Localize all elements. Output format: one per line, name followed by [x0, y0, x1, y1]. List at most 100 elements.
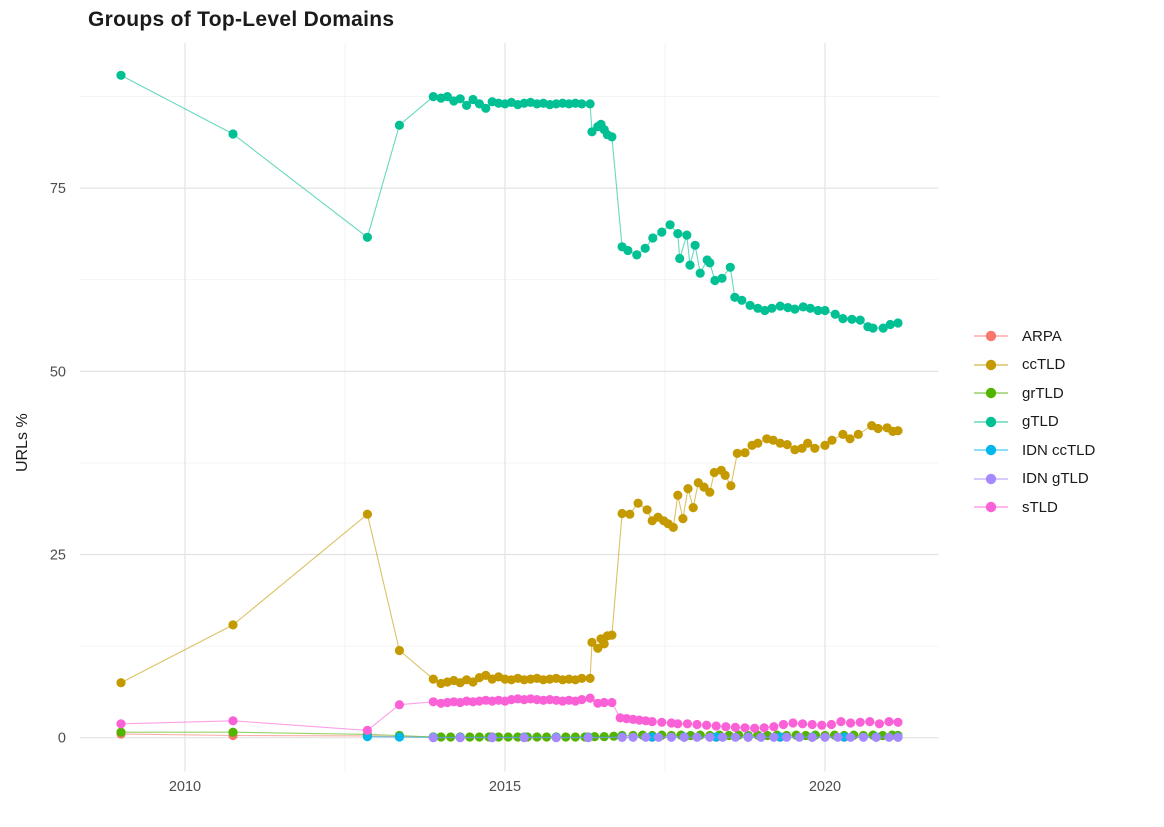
series-ccTLD	[116, 421, 903, 689]
data-point	[745, 300, 755, 310]
data-point	[362, 725, 372, 736]
data-point	[743, 732, 753, 742]
data-point	[394, 700, 404, 710]
data-point	[683, 484, 693, 494]
legend-label-IDN-gTLD: IDN gTLD	[1022, 470, 1089, 488]
data-point	[865, 717, 875, 727]
data-point	[820, 732, 830, 742]
data-point	[692, 732, 702, 742]
data-point	[628, 732, 638, 742]
data-point	[585, 693, 595, 703]
data-point	[737, 295, 747, 305]
data-point	[803, 438, 813, 448]
data-point	[682, 719, 693, 729]
data-point	[394, 732, 404, 742]
data-point	[474, 99, 484, 109]
data-point	[813, 305, 823, 316]
data-point	[599, 732, 609, 742]
data-point	[705, 258, 715, 268]
data-point	[709, 467, 719, 478]
data-point	[455, 733, 465, 743]
data-point	[362, 232, 372, 242]
data-point	[673, 490, 683, 500]
data-point	[685, 260, 695, 270]
data-point	[782, 440, 792, 450]
legend-label-sTLD: sTLD	[1022, 498, 1058, 516]
data-point	[640, 243, 650, 253]
data-point	[632, 250, 642, 260]
legend-label-gTLD: gTLD	[1022, 413, 1059, 431]
data-point	[642, 505, 652, 515]
data-point	[116, 70, 126, 80]
data-point	[732, 448, 742, 458]
data-point	[873, 423, 883, 434]
data-point	[893, 717, 903, 727]
data-point	[228, 727, 238, 737]
data-point	[893, 318, 903, 328]
data-point	[705, 487, 715, 497]
data-point	[730, 722, 741, 733]
data-point	[394, 120, 404, 130]
data-point	[720, 470, 730, 480]
data-point	[682, 230, 692, 240]
data-point	[810, 443, 820, 453]
data-point	[675, 253, 685, 264]
data-point	[847, 314, 857, 324]
data-point	[551, 733, 561, 743]
legend-key-ccTLD	[974, 359, 1008, 370]
data-point	[868, 323, 878, 333]
data-point	[817, 720, 827, 730]
data-point	[836, 717, 846, 727]
data-point	[769, 732, 779, 742]
data-point	[673, 229, 683, 239]
data-point	[790, 445, 800, 455]
data-point	[673, 719, 683, 729]
x-tick-label: 2010	[169, 779, 201, 795]
data-point	[807, 719, 817, 730]
data-point	[798, 719, 808, 729]
data-point	[846, 718, 856, 728]
data-point	[855, 315, 865, 325]
data-point	[607, 697, 617, 708]
data-point	[878, 323, 888, 333]
data-point	[783, 303, 793, 313]
data-point	[884, 717, 894, 727]
data-point	[428, 92, 438, 102]
data-point	[116, 727, 126, 737]
data-point	[609, 731, 619, 741]
legend-label-ARPA: ARPA	[1022, 327, 1062, 345]
data-point	[778, 719, 789, 730]
series-line-gTLD	[120, 74, 899, 329]
data-point	[730, 732, 741, 742]
data-point	[885, 319, 895, 330]
data-point	[623, 245, 633, 256]
data-point	[846, 732, 856, 742]
data-point	[455, 94, 465, 104]
data-point	[468, 677, 478, 687]
data-point	[874, 719, 885, 729]
data-point	[775, 301, 785, 311]
data-point	[782, 732, 792, 742]
data-point	[690, 240, 700, 250]
data-point	[647, 717, 657, 727]
legend-label-ccTLD: ccTLD	[1022, 356, 1066, 374]
data-point	[428, 674, 438, 684]
data-point	[692, 719, 702, 730]
series-gTLD	[116, 70, 903, 333]
data-point	[768, 435, 778, 445]
data-point	[820, 440, 830, 450]
data-point	[577, 673, 587, 684]
data-point	[599, 697, 609, 708]
data-point	[753, 303, 763, 313]
data-point	[798, 302, 808, 312]
legend-item-gTLD: gTLD	[972, 408, 1095, 437]
x-tick-label: 2015	[489, 779, 521, 795]
data-point	[721, 722, 731, 732]
data-point	[750, 723, 760, 733]
legend-key-grTLD	[974, 388, 1008, 399]
data-point	[641, 732, 651, 742]
y-tick-label: 50	[50, 364, 66, 380]
data-point	[711, 721, 721, 731]
data-point	[654, 732, 664, 742]
data-point	[730, 292, 740, 302]
